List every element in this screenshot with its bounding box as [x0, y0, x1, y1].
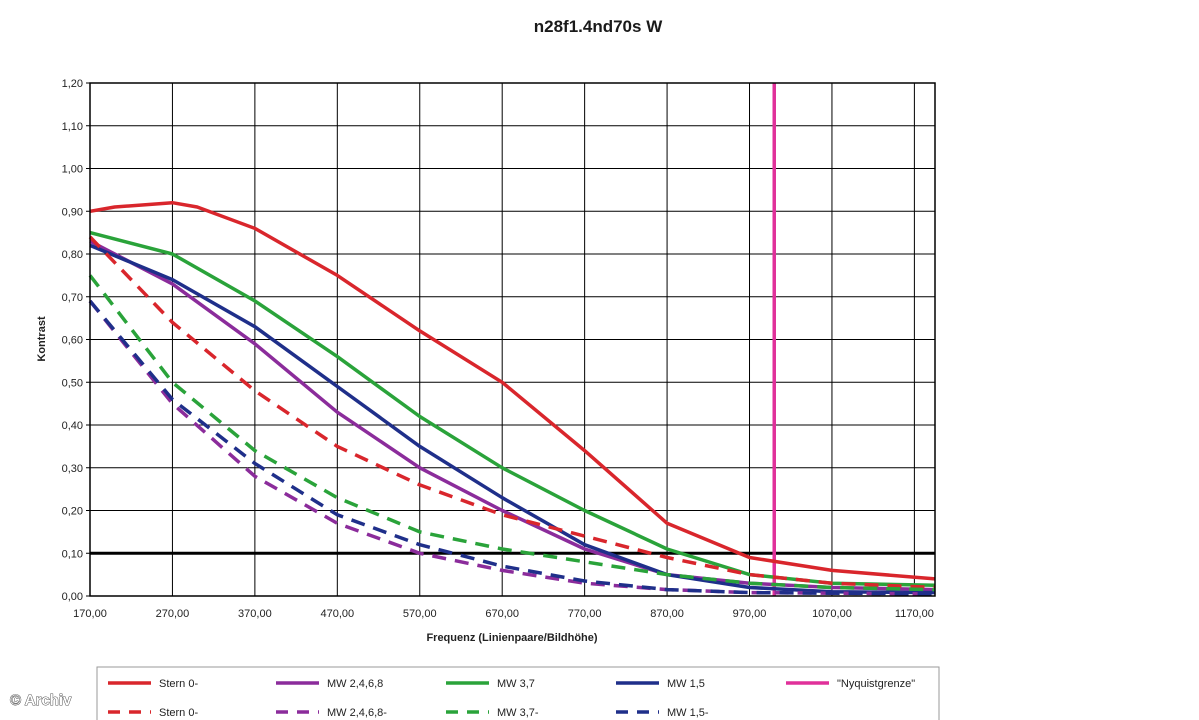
legend-label: "Nyquistgrenze"	[837, 678, 915, 690]
series-line-1	[89, 239, 936, 592]
y-tick-label: 1,00	[62, 164, 83, 176]
y-axis-label: Kontrast	[36, 316, 48, 362]
y-tick-label: 0,00	[62, 591, 83, 603]
legend-label: MW 3,7-	[497, 707, 539, 719]
legend-box	[96, 666, 940, 720]
y-tick-label: 0,70	[62, 292, 83, 304]
series-line-2	[89, 230, 936, 588]
y-tick-label: 0,40	[62, 420, 83, 432]
series-line-7	[88, 274, 936, 592]
legend-label: MW 1,5	[667, 678, 705, 690]
series-line-8	[88, 299, 936, 596]
legend-label: MW 2,4,6,8-	[327, 707, 387, 719]
legend-label: MW 3,7	[497, 678, 535, 690]
y-tick-label: 0,10	[62, 548, 83, 560]
x-tick-label: 970,00	[733, 608, 767, 620]
y-tick-label: 0,90	[62, 206, 83, 218]
y-tick-label: 0,80	[62, 249, 83, 261]
x-tick-label: 870,00	[650, 608, 684, 620]
chart-title: n28f1.4nd70s W	[534, 17, 663, 36]
legend-label: Stern 0-	[159, 678, 198, 690]
x-tick-label: 770,00	[568, 608, 602, 620]
x-tick-label: 570,00	[403, 608, 437, 620]
x-tick-label: 370,00	[238, 608, 272, 620]
legend-label: MW 2,4,6,8	[327, 678, 383, 690]
legend: Stern 0- MW 2,4,6,8 MW 3,7 MW 1,5 "Nyquistgr…	[108, 678, 915, 719]
series-line-6	[88, 299, 936, 596]
x-axis-label: Frequenz (Linienpaare/Bildhöhe)	[426, 632, 597, 644]
grid	[86, 82, 935, 597]
x-tick-label: 670,00	[485, 608, 519, 620]
x-tick-label: 1070,00	[812, 608, 852, 620]
plot-border	[89, 82, 936, 597]
reference-lines	[90, 83, 935, 596]
legend-label: Stern 0-	[159, 707, 198, 719]
y-tick-label: 0,50	[62, 377, 83, 389]
x-tick-label: 1170,00	[895, 608, 934, 620]
legend-label: MW 1,5-	[667, 707, 709, 719]
y-tick-label: 0,60	[62, 335, 83, 347]
y-tick-label: 1,20	[62, 78, 83, 90]
x-tick-labels: 170,00 270,00 370,00 470,00 570,00 670,00 770,…	[73, 608, 934, 620]
y-tick-label: 0,20	[62, 506, 83, 518]
series-line-5	[88, 235, 936, 590]
x-tick-label: 170,00	[73, 608, 107, 620]
y-tick-label: 1,10	[62, 121, 83, 133]
y-tick-label: 0,30	[62, 463, 83, 475]
watermark: © Archiv	[10, 692, 72, 709]
series-lines	[88, 200, 936, 596]
x-tick-label: 270,00	[156, 608, 190, 620]
x-tick-label: 470,00	[320, 608, 354, 620]
y-tick-labels: 0,00 0,10 0,20 0,30 0,40 0,50 0,60 0,70 0,80 0,90…	[62, 78, 83, 603]
series-line-0	[89, 200, 936, 581]
series-line-3	[89, 243, 936, 595]
